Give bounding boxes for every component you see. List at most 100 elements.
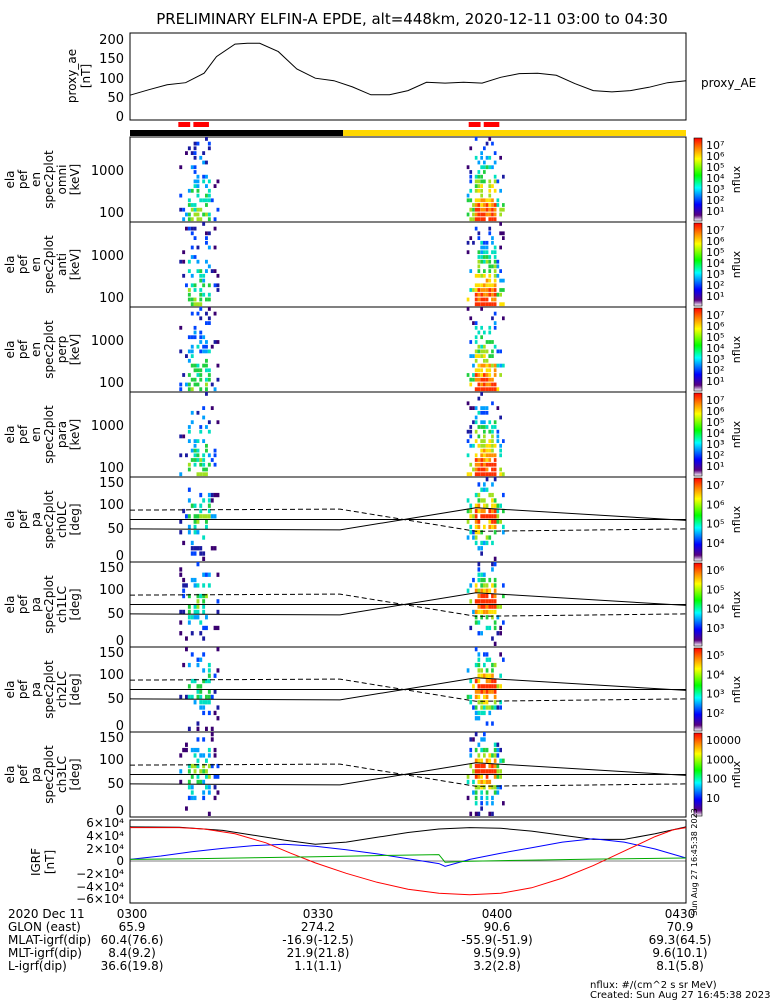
proxy-ae-ylabel-1: [nT] — [79, 64, 93, 88]
pixel-p2-z1-c5-r17 — [480, 307, 483, 311]
pixel-p1-z0-c5-r10 — [193, 255, 197, 259]
pixel-p2-z0-c7-r2 — [199, 377, 203, 382]
colorbar-3-tick-2: 10⁵ — [706, 416, 724, 429]
pixel-p3-z1-c5-r5 — [480, 448, 483, 453]
pixel-p5-z0-c6-r6 — [196, 609, 200, 615]
pixel-p0-z1-c5-r4 — [480, 198, 483, 203]
pixel-p3-z0-c6-r5 — [196, 448, 200, 453]
pixel-p3-z0-c6-r3 — [196, 458, 200, 462]
pixel-p0-z1-c5-r7 — [480, 184, 483, 188]
pixel-p5-z1-c13-r9 — [502, 593, 505, 599]
pixel-p5-z1-c3-r11 — [474, 583, 478, 588]
pixel-p3-z1-c5-r17 — [480, 392, 483, 396]
pixel-p3-z0-c8-r0 — [202, 472, 206, 477]
pixel-p7-z0-c2-r1 — [185, 806, 188, 811]
pixel-p1-z1-c4-r6 — [477, 273, 481, 278]
pixel-p4-z0-c1-r9 — [182, 508, 186, 514]
colorbar-5-tick-2: 10⁴ — [706, 603, 725, 616]
pixel-p0-z1-c1-r15 — [469, 146, 473, 151]
pixel-p0-z1-c9-r1 — [491, 212, 494, 217]
pixel-p5-z0-c4-r12 — [190, 577, 194, 583]
pixel-p0-z0-c9-r12 — [205, 160, 208, 165]
pixel-p6-z1-c8-r9 — [488, 678, 492, 684]
pixel-p1-z1-c7-r2 — [485, 292, 489, 297]
pixel-p7-z1-c3-r9 — [474, 763, 478, 769]
pixel-p5-z1-c8-r6 — [488, 609, 492, 615]
pixel-p0-z1-c8-r13 — [488, 155, 492, 160]
pixel-p1-z1-c7-r12 — [485, 245, 489, 250]
panel-1-ylabel-3: spec2plot — [42, 235, 56, 294]
pixel-p6-z1-c3-r2 — [474, 716, 478, 721]
pixel-p5-z0-c7-r2 — [199, 631, 203, 636]
pixel-p4-z1-c9-r9 — [491, 508, 494, 514]
pixel-p7-z0-c3-r8 — [187, 769, 191, 774]
colorbar-1 — [693, 222, 703, 307]
footer-row-2-value-1: -16.9(-12.5) — [282, 933, 354, 947]
pixel-p3-z1-c8-r7 — [488, 439, 492, 443]
pixel-p6-z0-c12-r10 — [213, 673, 217, 678]
pixel-p3-z1-c7-r13 — [485, 410, 489, 415]
pixel-p1-z0-c1-r11 — [182, 250, 186, 255]
pixel-p2-z1-c6-r5 — [483, 363, 486, 368]
pixel-p5-z1-c4-r9 — [477, 593, 481, 599]
pixel-p1-z0-c9-r14 — [205, 236, 208, 240]
colorbar-2-tick-1: 10⁶ — [706, 320, 725, 333]
pixel-p5-z0-c6-r5 — [196, 615, 200, 620]
pixel-p1-z0-c13-r4 — [216, 283, 220, 288]
pixel-p1-z0-c8-r17 — [202, 222, 206, 226]
pixel-p7-z1-c5-r12 — [480, 747, 483, 753]
pixel-p1-z1-c10-r1 — [493, 297, 497, 302]
pixel-p1-z1-c13-r14 — [502, 236, 505, 240]
pixel-p7-z1-c4-r0 — [477, 811, 481, 816]
pixel-p5-z0-c8-r8 — [202, 599, 206, 604]
pa-3-solid-upper — [129, 762, 687, 786]
pixel-p2-z1-c3-r7 — [474, 354, 478, 358]
pixel-p5-z0-c1-r11 — [182, 583, 186, 588]
pixel-p3-z1-c0-r15 — [466, 401, 470, 406]
pixel-p2-z1-c9-r0 — [491, 387, 494, 392]
pixel-p4-z1-c5-r8 — [480, 514, 483, 519]
pixel-p5-z1-c11-r7 — [496, 604, 500, 609]
pixel-p3-z1-c7-r1 — [485, 467, 489, 472]
pixel-p7-z1-c5-r14 — [480, 737, 483, 742]
pixel-p7-z0-c11-r14 — [210, 737, 214, 742]
pixel-p2-z1-c4-r9 — [477, 344, 481, 349]
pixel-p2-z0-c7-r3 — [199, 373, 203, 377]
footer-row-3-value-1: 21.9(21.8) — [286, 946, 350, 960]
pixel-p1-z1-c8-r16 — [488, 226, 492, 231]
footer-row-2-value-2: -55.9(-51.9) — [461, 933, 533, 947]
pixel-p0-z1-c4-r8 — [477, 179, 481, 184]
pixel-p0-z1-c1-r9 — [469, 174, 473, 179]
pa-1-solid-upper — [129, 592, 687, 616]
panel-1-ytick-100: 100 — [99, 291, 124, 306]
pixel-p1-z1-c7-r4 — [485, 283, 489, 288]
pixel-p6-z1-c11-r8 — [496, 684, 500, 689]
colorbar-6-tick-3: 10² — [706, 707, 724, 720]
pixel-p5-z1-c7-r10 — [485, 588, 489, 593]
pixel-p3-z1-c8-r11 — [488, 420, 492, 425]
panel-frame-1 — [129, 221, 687, 308]
pixel-p7-z1-c4-r6 — [477, 779, 481, 785]
pixel-p0-z0-c5-r14 — [193, 151, 197, 155]
panel-7-ylabel-1: pef — [16, 764, 30, 784]
pixel-p6-z1-c10-r12 — [493, 662, 497, 668]
pixel-p7-z1-c4-r7 — [477, 774, 481, 779]
igrf-side-stamp: Sun Aug 27 16:45:38 2023 — [690, 808, 699, 915]
pixel-p7-z1-c12-r10 — [499, 758, 502, 763]
pixel-p1-z0-c1-r9 — [182, 259, 186, 264]
pixel-p7-z1-c8-r10 — [488, 758, 492, 763]
pixel-p5-z1-c5-r9 — [480, 593, 483, 599]
pixel-p2-z0-c3-r11 — [187, 335, 191, 340]
pixel-p7-z1-c11-r12 — [496, 747, 500, 753]
pixel-p0-z1-c0-r11 — [466, 165, 470, 170]
pixel-p1-z0-c8-r4 — [202, 283, 206, 288]
pixel-p6-z1-c6-r7 — [483, 689, 486, 694]
pixel-p7-z1-c3-r10 — [474, 758, 478, 763]
pixel-p6-z0-c10-r12 — [207, 662, 211, 668]
pixel-p7-z0-c10-r11 — [207, 753, 211, 758]
pixel-p1-z1-c9-r14 — [491, 236, 494, 240]
pixel-p0-z1-c6-r2 — [483, 207, 486, 212]
pixel-p6-z1-c4-r5 — [477, 700, 481, 705]
pixel-p4-z1-c3-r4 — [474, 535, 478, 540]
pixel-p2-z0-c6-r5 — [196, 363, 200, 368]
